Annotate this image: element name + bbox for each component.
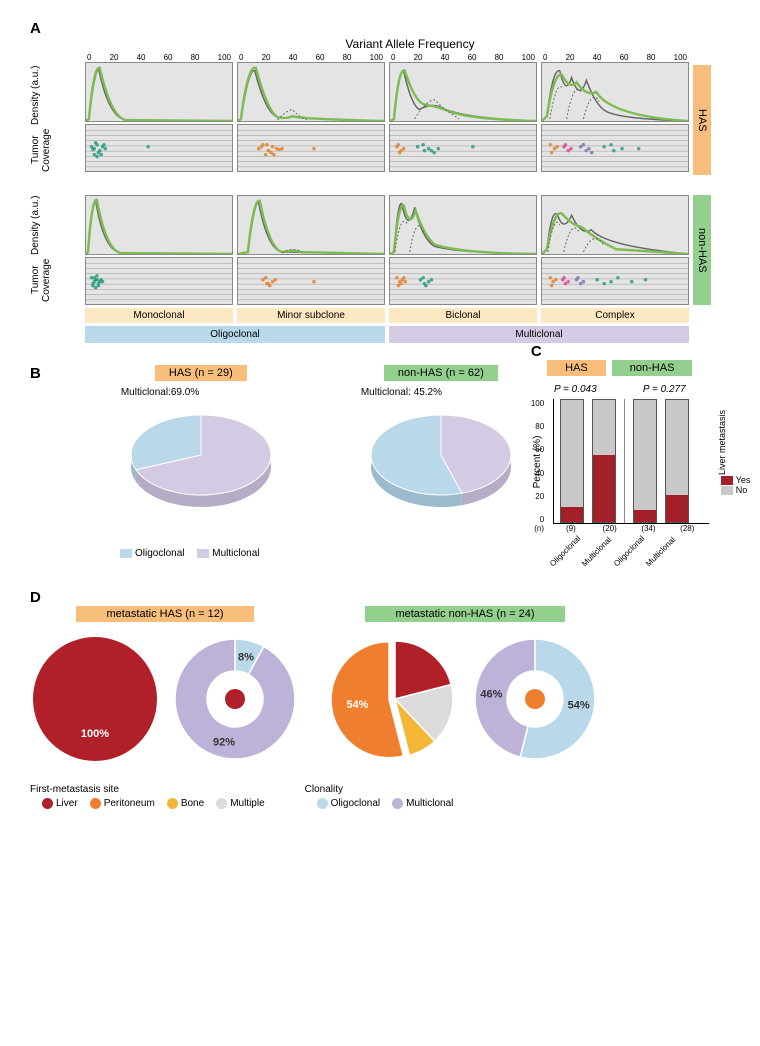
panel-a-label: A	[30, 20, 41, 37]
svg-text:46%: 46%	[480, 688, 502, 700]
svg-text:54%: 54%	[568, 700, 590, 712]
tag-has: HAS (n = 29)	[155, 365, 247, 381]
group-oligoclonal: Oligoclonal	[85, 326, 385, 343]
tag-d-nonhas: metastatic non-HAS (n = 24)	[365, 606, 564, 622]
pie-has: HAS (n = 29) Multiclonal:69.0%	[121, 365, 281, 520]
panel-c-xlabels: OligoclonalMulticlonalOligoclonalMulticl…	[543, 535, 709, 544]
pval-nonhas: P = 0.277	[643, 384, 686, 395]
svg-text:92%: 92%	[213, 737, 235, 749]
panel-c-yaxis: 100806040200	[531, 399, 544, 524]
svg-text:100%: 100%	[81, 728, 109, 740]
tag-nonhas-c: non-HAS	[612, 360, 693, 376]
svg-text:8%: 8%	[238, 651, 254, 663]
panel-b: B HAS (n = 29) Multiclonal:69.0% non-HAS…	[30, 365, 521, 520]
legend-site-title: First-metastasis site	[30, 784, 265, 795]
panel-c-label: C	[531, 343, 542, 360]
panel-a-title: Variant Allele Frequency	[90, 37, 730, 51]
d-nonhas: metastatic non-HAS (n = 24) 54% 54% 46%	[330, 606, 600, 764]
panel-c: C HAS non-HAS P = 0.043 P = 0.277 Percen…	[531, 343, 758, 544]
d-nonhas-site-pie: 54%	[330, 634, 460, 764]
panel-c-legend: Liver metastasis Yes No	[717, 410, 758, 495]
panel-c-bars	[553, 399, 709, 524]
svg-text:54%: 54%	[346, 699, 368, 711]
tag-d-has: metastatic HAS (n = 12)	[76, 606, 253, 622]
d-nonhas-clonality-donut: 54% 46%	[470, 634, 600, 764]
multiclonal-pct-has: Multiclonal:69.0%	[121, 387, 281, 398]
tag-has-c: HAS	[547, 360, 606, 376]
panel-d-legends: First-metastasis site LiverPeritoneumBon…	[30, 784, 730, 809]
legend-c-title: Liver metastasis	[717, 410, 727, 475]
panel-a-body: Density (a.u.)Tumor Coverage020406080100…	[30, 53, 730, 305]
clonality-group-labels: Oligoclonal Multiclonal	[85, 326, 730, 343]
panel-c-tags: HAS non-HAS	[531, 360, 709, 382]
panel-a: A Variant Allele Frequency Density (a.u.…	[30, 20, 730, 343]
d-has-clonality-donut: 8% 92%	[170, 634, 300, 764]
pie-nonhas: non-HAS (n = 62) Multiclonal: 45.2%	[361, 365, 521, 520]
panel-d: D metastatic HAS (n = 12) 100% 8% 92% met…	[30, 589, 730, 809]
group-multiclonal: Multiclonal	[389, 326, 689, 343]
d-has-site-pie: 100%	[30, 634, 160, 764]
d-has: metastatic HAS (n = 12) 100% 8% 92%	[30, 606, 300, 764]
panel-b-label: B	[30, 365, 41, 382]
panel-c-n-row: (n)(9)(20)(34)(28)	[543, 524, 709, 533]
pval-has: P = 0.043	[554, 384, 597, 395]
category-labels: MonoclonalMinor subcloneBiclonalComplex	[85, 308, 730, 323]
panel-d-label: D	[30, 589, 41, 606]
legend-clon-title: Clonality	[305, 784, 454, 795]
multiclonal-pct-nonhas: Multiclonal: 45.2%	[361, 387, 521, 398]
tag-nonhas: non-HAS (n = 62)	[384, 365, 498, 381]
p-values: P = 0.043 P = 0.277	[531, 384, 709, 395]
